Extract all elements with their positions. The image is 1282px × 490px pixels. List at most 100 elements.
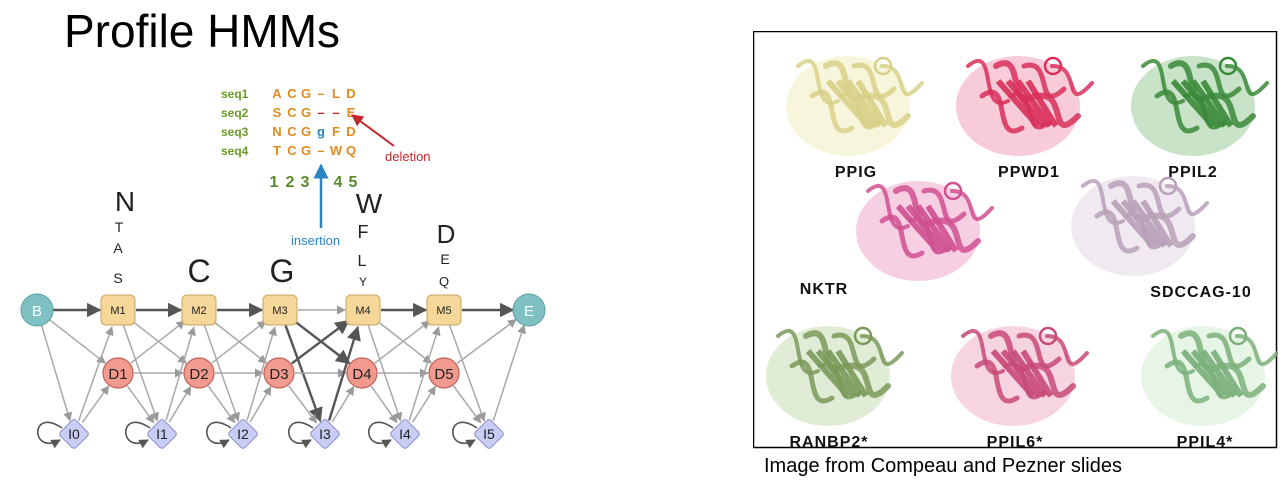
- state-label: E: [524, 303, 534, 320]
- residue: D: [346, 124, 355, 139]
- protein-label: PPWD1: [998, 164, 1060, 181]
- residue: E: [347, 105, 356, 120]
- residue: –: [317, 143, 324, 158]
- transition-arrow: [211, 320, 267, 364]
- protein-label: RANBP2*: [789, 434, 868, 449]
- state-label: D2: [189, 366, 208, 383]
- emission-letter: C: [187, 253, 210, 289]
- protein-label: SDCCAG-10: [1150, 284, 1251, 301]
- state-label: D5: [434, 366, 453, 383]
- residue: G: [301, 124, 311, 139]
- emission-letter: T: [115, 219, 124, 235]
- insert-state: I5: [474, 419, 504, 449]
- insert-state: I0: [59, 419, 89, 449]
- emission-letter: W: [356, 188, 383, 219]
- page-title: Profile HMMs: [64, 5, 341, 57]
- image-caption: Image from Compeau and Pezner slides: [764, 455, 1122, 477]
- match-state: M4: [345, 294, 381, 326]
- transition-arrow: [408, 326, 441, 421]
- state-label: M5: [436, 305, 451, 317]
- delete-state: D1: [102, 357, 134, 389]
- delete-state: D2: [183, 357, 215, 389]
- protein-structure: NKTR: [800, 181, 994, 298]
- residue: S: [273, 105, 282, 120]
- transition-arrow: [331, 385, 355, 423]
- transition-arrow: [249, 386, 272, 423]
- deletion-label: deletion: [385, 149, 431, 164]
- protein-structure: SDCCAG-10: [1071, 176, 1251, 301]
- protein-label: PPIL2: [1168, 164, 1217, 181]
- emission-letter: Y: [359, 275, 367, 289]
- insert-state: I1: [147, 419, 177, 449]
- protein-label: NKTR: [800, 281, 848, 298]
- transition-arrow: [207, 385, 236, 424]
- state-label: M1: [110, 305, 125, 317]
- transition-arrow: [40, 325, 72, 422]
- column-number: 1: [270, 174, 279, 191]
- self-loop-arrow: [205, 421, 232, 449]
- residue: N: [272, 124, 281, 139]
- transition-arrow: [246, 326, 277, 421]
- transition-arrow: [370, 385, 398, 424]
- emission-letter: S: [113, 270, 122, 286]
- protein-structure: PPIL6*: [951, 326, 1089, 449]
- state-label: D1: [108, 366, 127, 383]
- transition-arrow: [126, 385, 155, 424]
- self-loop-arrow: [451, 421, 478, 449]
- state-label: M2: [191, 305, 206, 317]
- sequence-name: seq4: [221, 144, 249, 158]
- deletion-arrow: [351, 114, 395, 147]
- state-label: B: [32, 303, 42, 320]
- residue: Q: [346, 143, 356, 158]
- protein-label: PPIG: [835, 164, 877, 181]
- transition-arrow: [456, 318, 517, 365]
- emission-letter: F: [358, 222, 369, 242]
- transition-arrow: [168, 385, 192, 423]
- transition-arrow: [165, 326, 196, 421]
- residue: –: [317, 86, 324, 101]
- match-state: M5: [426, 294, 462, 326]
- self-loop-arrow: [124, 421, 151, 449]
- state-label: M3: [272, 305, 287, 317]
- end-state: E: [512, 293, 546, 327]
- insert-state: I3: [310, 419, 340, 449]
- transition-arrow: [448, 324, 486, 422]
- transition-arrow: [492, 324, 526, 421]
- residue: g: [317, 124, 325, 139]
- residue: –: [317, 105, 324, 120]
- insertion-label: insertion: [291, 233, 340, 248]
- delete-state: D5: [428, 357, 460, 389]
- sequence-name: seq2: [221, 106, 249, 120]
- transition-arrow: [291, 319, 350, 365]
- state-label: I5: [483, 426, 495, 442]
- state-label: M4: [355, 305, 370, 317]
- state-label: I0: [68, 426, 80, 442]
- residue: –: [332, 105, 339, 120]
- transition-arrow: [81, 385, 110, 424]
- delete-state: D4: [346, 357, 378, 389]
- residue: A: [272, 86, 282, 101]
- column-number: 2: [286, 174, 295, 191]
- residue: G: [301, 86, 311, 101]
- protein-structure: PPIG: [786, 56, 924, 181]
- insert-state: I2: [228, 419, 258, 449]
- transition-arrow: [49, 319, 107, 364]
- insert-state: I4: [390, 419, 420, 449]
- transition-arrow: [131, 320, 188, 364]
- protein-label: PPIL6*: [987, 434, 1044, 449]
- transition-arrow: [288, 385, 318, 424]
- residue: G: [301, 143, 311, 158]
- sequence-name: seq1: [221, 87, 249, 101]
- protein-structure: PPIL2: [1131, 56, 1269, 181]
- transition-arrow: [411, 385, 437, 423]
- states: B E M1 M2 M3 M4 M5 D1 D2 D3 D4 D5 I0 I1 I2 I3 I4 I5: [20, 293, 546, 449]
- state-label: D3: [269, 366, 288, 383]
- emission-letter: G: [270, 253, 295, 289]
- self-loop-arrow: [36, 421, 63, 449]
- state-label: D4: [352, 366, 371, 383]
- residue: C: [287, 124, 297, 139]
- transitions: [36, 302, 526, 449]
